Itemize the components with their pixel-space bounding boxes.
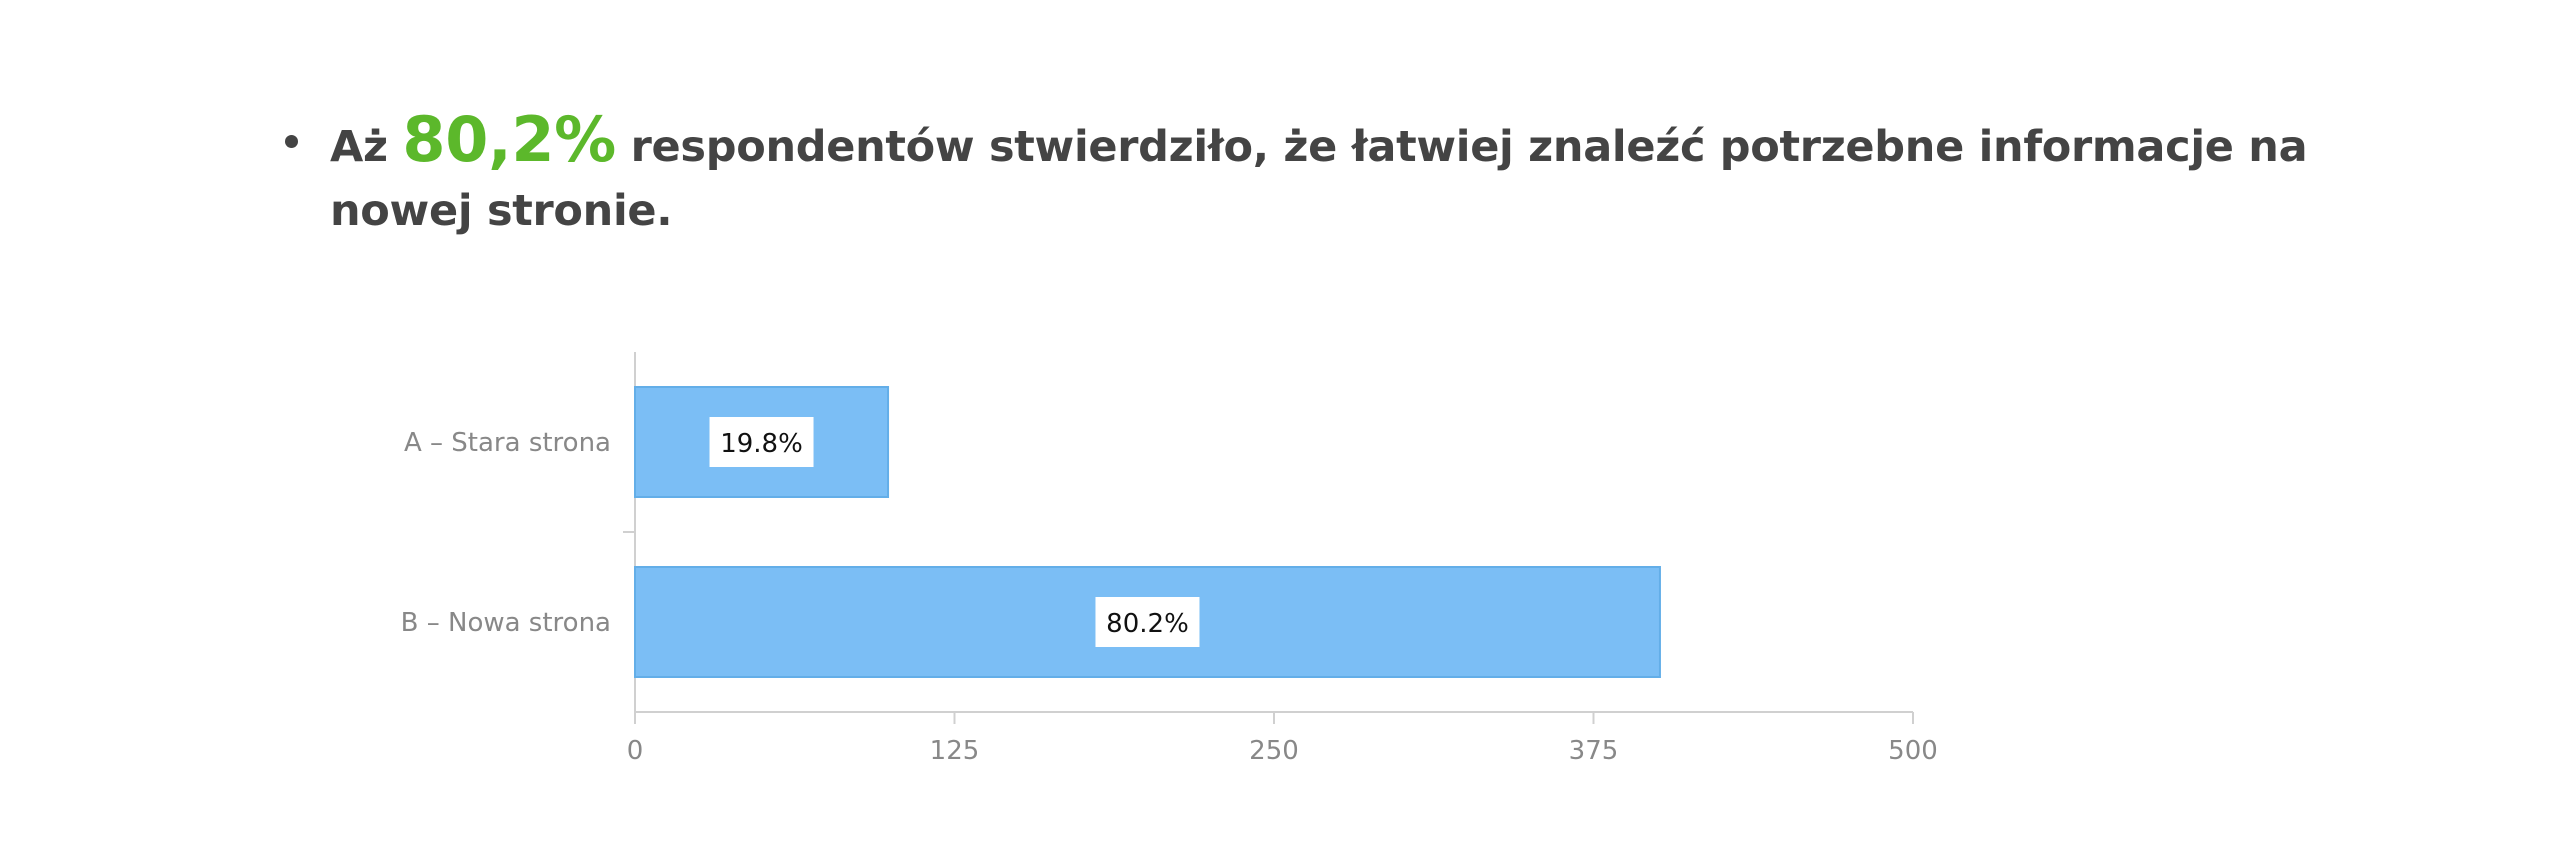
category-label: A – Stara strona <box>404 428 611 458</box>
x-tick-label: 500 <box>1888 736 1938 766</box>
x-tick-label: 125 <box>930 736 980 766</box>
x-tick-label: 0 <box>627 736 644 766</box>
headline-highlight: 80,2% <box>402 103 616 176</box>
headline-suffix: respondentów stwierdziło, że łatwiej zna… <box>330 122 2308 236</box>
category-label: B – Nowa strona <box>401 608 611 638</box>
data-label: 80.2% <box>1106 609 1189 639</box>
headline-list: Aż 80,2% respondentów stwierdziło, że ła… <box>285 108 2335 243</box>
data-label-box <box>709 417 814 467</box>
data-label: 19.8% <box>720 429 803 459</box>
x-tick-label: 375 <box>1569 736 1619 766</box>
headline-item: Aż 80,2% respondentów stwierdziło, że ła… <box>285 108 2335 243</box>
headline-prefix: Aż <box>330 122 388 172</box>
x-tick-label: 250 <box>1249 736 1299 766</box>
data-label-box <box>1095 597 1200 647</box>
bullet-icon <box>285 135 298 148</box>
